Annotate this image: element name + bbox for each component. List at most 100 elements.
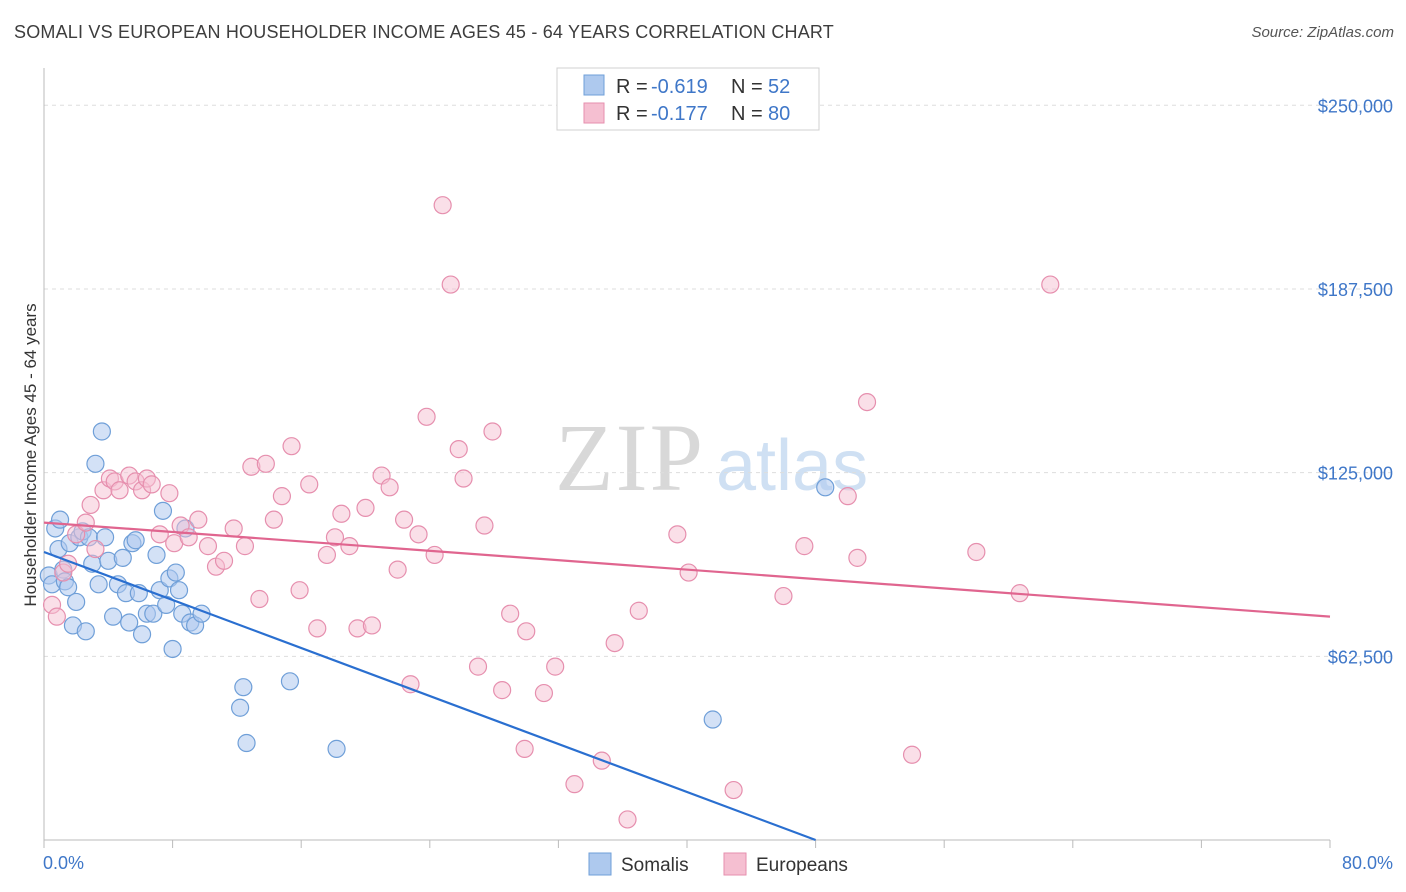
- y-tick-label-3: $250,000: [1318, 96, 1393, 116]
- watermark-zip: ZIP: [555, 404, 705, 511]
- legend-r-value-europeans: -0.177: [651, 103, 708, 125]
- somali-point-46: [234, 678, 253, 697]
- somali-point-4: [50, 510, 70, 529]
- european-point-47: [394, 510, 414, 529]
- european-point-69: [629, 601, 648, 620]
- somali-point-10: [67, 592, 86, 612]
- european-point-34: [290, 581, 309, 600]
- european-point-50: [417, 407, 436, 426]
- european-point-78: [902, 745, 922, 764]
- y-tick-label-1: $125,000: [1318, 464, 1393, 484]
- somali-point-25: [120, 613, 139, 632]
- european-point-11: [110, 481, 129, 500]
- european-point-16: [142, 475, 161, 494]
- somali-point-47: [237, 733, 256, 753]
- somali-point-17: [89, 575, 108, 594]
- series-legend-label-europeans: Europeans: [756, 855, 848, 876]
- european-point-54: [449, 440, 468, 459]
- european-point-81: [1041, 275, 1060, 294]
- european-point-59: [493, 681, 512, 700]
- european-point-23: [198, 537, 218, 556]
- series-legend: Somalis Europeans: [588, 852, 848, 876]
- somali-point-32: [147, 545, 166, 565]
- chart-title: SOMALI VS EUROPEAN HOUSEHOLDER INCOME AG…: [14, 22, 835, 42]
- somali-point-13: [76, 622, 95, 641]
- european-point-77: [857, 392, 877, 412]
- european-point-22: [189, 510, 208, 529]
- european-point-37: [317, 545, 337, 565]
- european-point-55: [454, 469, 473, 488]
- somali-trend-line: [43, 550, 816, 842]
- trend-lines: [43, 521, 1331, 842]
- legend-n-value-somalis: 52: [768, 76, 790, 98]
- european-point-62: [517, 622, 536, 641]
- european-point-61: [515, 739, 534, 758]
- somali-point-21: [104, 607, 123, 626]
- legend-r-label-somalis: R =: [616, 76, 648, 98]
- somali-point-35: [157, 595, 176, 614]
- legend-n-label-europeans: N =: [731, 103, 763, 125]
- somali-point-45: [231, 698, 250, 717]
- somali-point-23: [113, 548, 132, 567]
- somali-point-49: [327, 739, 346, 758]
- european-point-72: [724, 780, 743, 800]
- european-trend-line: [43, 521, 1331, 618]
- series-legend-swatch-somalis: [588, 852, 612, 876]
- european-point-18: [160, 484, 179, 503]
- axes: [43, 68, 1331, 848]
- somali-point-16: [86, 454, 105, 473]
- legend-n-label-somalis: N =: [731, 76, 763, 98]
- european-point-65: [565, 775, 584, 794]
- european-point-7: [86, 539, 105, 559]
- european-point-63: [534, 683, 554, 703]
- european-points: [42, 196, 1060, 829]
- correlation-legend: R = -0.619 N = 52 R = -0.177 N = 80: [556, 67, 820, 131]
- somali-point-48: [280, 672, 300, 691]
- y-tick-labels: $62,500 $125,000 $187,500 $250,000: [1318, 96, 1393, 667]
- x-tick-labels: 0.0% 80.0%: [43, 853, 1393, 873]
- european-point-30: [256, 454, 275, 473]
- european-point-74: [795, 537, 814, 556]
- european-point-52: [433, 196, 452, 215]
- somali-points: [39, 422, 835, 758]
- european-point-1: [47, 607, 66, 626]
- somali-point-29: [132, 625, 152, 644]
- european-point-51: [425, 545, 444, 565]
- european-point-27: [235, 537, 255, 556]
- european-point-75: [838, 487, 857, 506]
- european-point-64: [546, 657, 565, 676]
- european-point-79: [967, 542, 986, 562]
- somali-point-39: [169, 581, 189, 600]
- y-axis-label: Householder Income Ages 45 - 64 years: [21, 303, 40, 606]
- european-point-36: [308, 619, 327, 638]
- european-point-73: [774, 586, 793, 606]
- european-point-21: [179, 528, 198, 547]
- european-point-25: [214, 551, 234, 570]
- european-point-32: [272, 487, 292, 506]
- somali-point-50: [703, 710, 722, 729]
- european-point-71: [679, 563, 698, 582]
- y-tick-label-0: $62,500: [1328, 647, 1393, 667]
- european-point-57: [475, 516, 494, 535]
- european-point-43: [362, 616, 382, 635]
- european-point-29: [250, 589, 269, 609]
- european-point-35: [300, 475, 319, 494]
- source-credit: Source: ZipAtlas.com: [1251, 24, 1394, 41]
- somali-point-19: [95, 528, 115, 547]
- european-point-48: [401, 675, 420, 694]
- european-point-58: [483, 422, 502, 441]
- european-point-68: [618, 810, 637, 829]
- legend-swatch-somalis: [583, 74, 605, 96]
- x-tick-label-0: 0.0%: [43, 853, 84, 873]
- european-point-46: [388, 560, 407, 579]
- somali-point-18: [92, 422, 111, 441]
- somali-point-37: [163, 639, 182, 659]
- somali-point-34: [153, 501, 173, 520]
- somali-point-31: [144, 604, 163, 623]
- grid-lines: [44, 104, 1395, 657]
- somali-point-51: [816, 478, 835, 497]
- european-point-38: [325, 528, 345, 547]
- european-point-45: [380, 478, 399, 497]
- european-point-49: [409, 525, 428, 544]
